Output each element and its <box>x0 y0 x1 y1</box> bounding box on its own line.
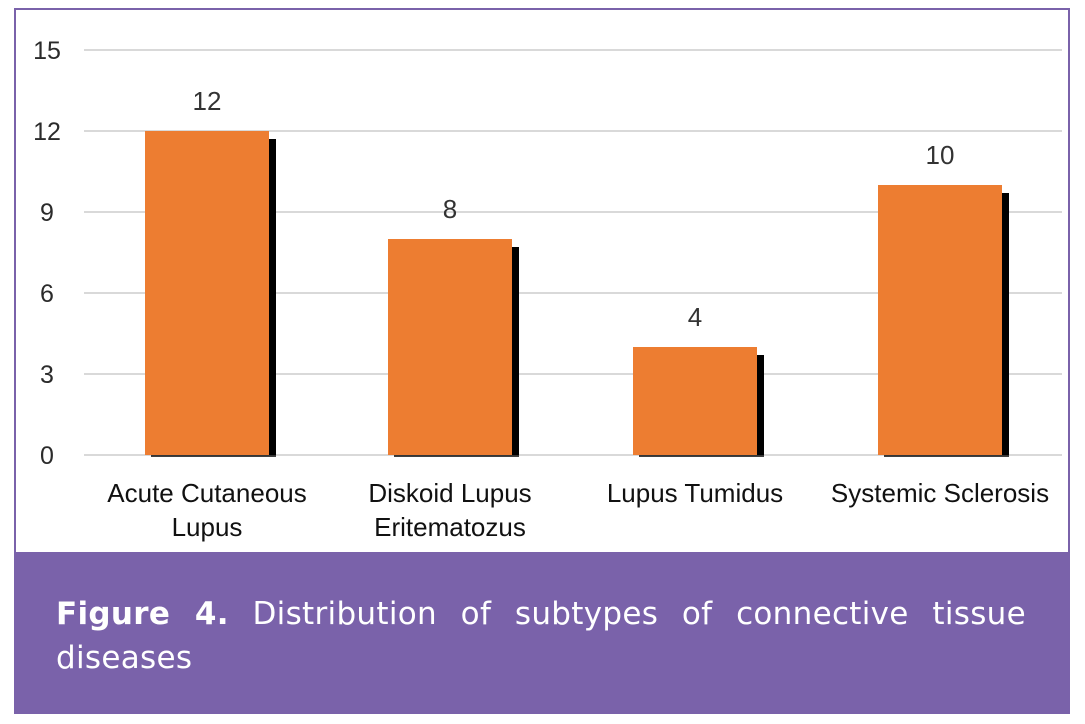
y-tick-label: 15 <box>33 37 61 65</box>
caption-label: Figure 4. <box>56 596 229 632</box>
bar-chart: 0 3 6 9 12 15 12 8 4 10 Acute Cutaneous Lupus Disk… <box>33 37 1062 542</box>
bar-shadow <box>757 355 764 455</box>
x-category-label: Diskoid Lupus <box>368 478 531 508</box>
bar <box>633 347 757 455</box>
caption-body: Distribution of subtypes of connective t… <box>56 596 1026 676</box>
y-tick-label: 9 <box>40 199 54 227</box>
bar-shadow <box>512 247 519 455</box>
y-tick-label: 0 <box>40 442 54 470</box>
x-category-label: Eritematozus <box>374 512 526 542</box>
figure-caption: Figure 4. Distribution of subtypes of co… <box>56 592 1026 680</box>
y-tick-label: 6 <box>40 280 54 308</box>
data-label: 4 <box>688 302 702 332</box>
caption-panel <box>14 552 1070 714</box>
x-category-label: Acute Cutaneous <box>107 478 306 508</box>
bar-shadow <box>269 139 276 455</box>
x-category-label: Lupus <box>172 512 243 542</box>
bar <box>878 185 1002 455</box>
data-label: 8 <box>443 194 457 224</box>
bar <box>145 131 269 455</box>
x-axis-categories: Acute Cutaneous Lupus Diskoid Lupus Eritema… <box>107 478 1049 542</box>
y-axis-ticks: 0 3 6 9 12 15 <box>33 37 61 470</box>
data-labels: 12 8 4 10 <box>193 86 955 332</box>
bar <box>388 239 512 455</box>
y-tick-label: 12 <box>33 118 61 146</box>
y-tick-label: 3 <box>40 361 54 389</box>
x-category-label: Lupus Tumidus <box>607 478 783 508</box>
data-label: 10 <box>926 140 955 170</box>
bars <box>145 131 1009 457</box>
bar-shadow <box>1002 193 1009 455</box>
x-category-label: Systemic Sclerosis <box>831 478 1049 508</box>
data-label: 12 <box>193 86 222 116</box>
